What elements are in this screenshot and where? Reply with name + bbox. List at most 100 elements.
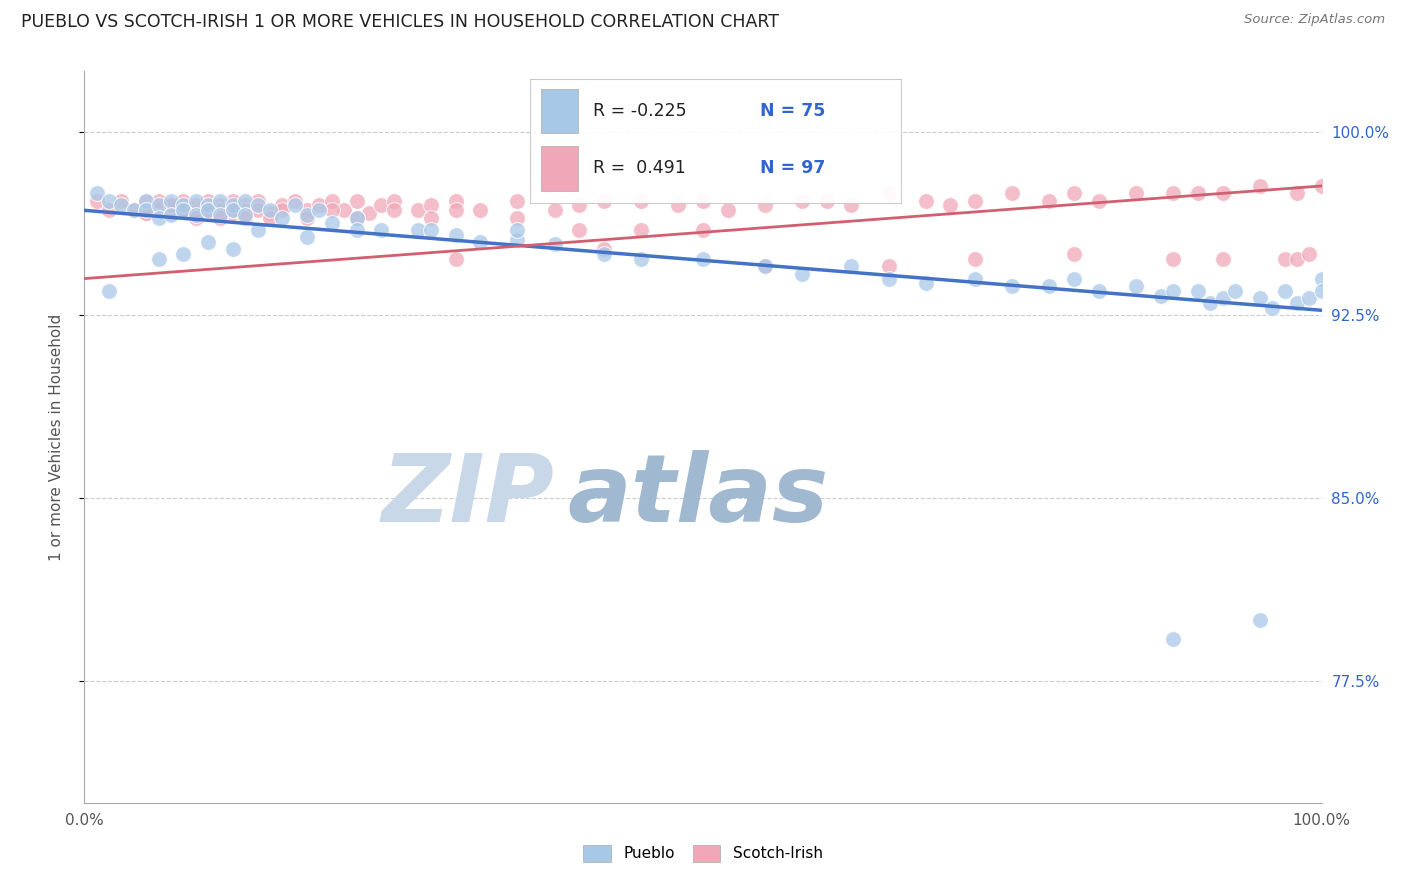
- Point: [939, 198, 962, 212]
- Point: [1088, 194, 1111, 208]
- Point: [543, 203, 565, 218]
- Point: [222, 198, 245, 212]
- Point: [444, 227, 467, 242]
- Y-axis label: 1 or more Vehicles in Household: 1 or more Vehicles in Household: [49, 313, 63, 561]
- Point: [754, 198, 776, 212]
- Point: [197, 206, 219, 220]
- Point: [1310, 284, 1333, 298]
- Point: [160, 198, 183, 212]
- Point: [295, 208, 318, 222]
- Point: [1187, 284, 1209, 298]
- Point: [172, 247, 194, 261]
- Point: [593, 194, 616, 208]
- Point: [877, 186, 900, 201]
- Point: [965, 252, 987, 266]
- Point: [246, 223, 269, 237]
- Point: [259, 206, 281, 220]
- Point: [160, 208, 183, 222]
- Point: [754, 260, 776, 274]
- Point: [1310, 271, 1333, 285]
- Point: [172, 203, 194, 218]
- Point: [914, 194, 936, 208]
- Text: atlas: atlas: [567, 450, 828, 541]
- Point: [1161, 186, 1184, 201]
- Point: [1001, 186, 1024, 201]
- Point: [233, 203, 256, 218]
- Point: [321, 194, 343, 208]
- Point: [568, 198, 591, 212]
- Point: [1038, 279, 1060, 293]
- Point: [1187, 186, 1209, 201]
- Point: [222, 243, 245, 257]
- Point: [692, 223, 714, 237]
- Point: [222, 203, 245, 218]
- Point: [506, 194, 529, 208]
- Point: [790, 267, 813, 281]
- Point: [148, 203, 170, 218]
- Point: [506, 233, 529, 247]
- Point: [135, 206, 157, 220]
- Point: [790, 194, 813, 208]
- Point: [98, 284, 121, 298]
- Point: [370, 198, 392, 212]
- Point: [444, 203, 467, 218]
- Point: [408, 203, 430, 218]
- Point: [692, 194, 714, 208]
- Point: [357, 206, 380, 220]
- Point: [914, 277, 936, 291]
- Point: [470, 235, 492, 249]
- Point: [1223, 284, 1246, 298]
- Point: [1285, 186, 1308, 201]
- Point: [1125, 186, 1147, 201]
- Point: [110, 194, 132, 208]
- Point: [284, 194, 307, 208]
- Point: [1161, 252, 1184, 266]
- Point: [1274, 284, 1296, 298]
- Point: [148, 252, 170, 266]
- Point: [295, 211, 318, 225]
- Point: [1285, 252, 1308, 266]
- Point: [1150, 288, 1173, 302]
- Point: [1001, 279, 1024, 293]
- Point: [209, 194, 232, 208]
- Point: [1088, 284, 1111, 298]
- Point: [209, 211, 232, 225]
- Point: [172, 203, 194, 218]
- Point: [122, 203, 145, 218]
- Point: [135, 206, 157, 220]
- Point: [197, 203, 219, 218]
- Point: [444, 252, 467, 266]
- Point: [419, 198, 441, 212]
- Point: [197, 198, 219, 212]
- Point: [1285, 296, 1308, 310]
- Point: [197, 203, 219, 218]
- Point: [135, 203, 157, 218]
- Point: [86, 194, 108, 208]
- Point: [271, 203, 294, 218]
- Point: [1249, 178, 1271, 193]
- Point: [877, 271, 900, 285]
- Point: [233, 194, 256, 208]
- Point: [1161, 284, 1184, 298]
- Point: [209, 208, 232, 222]
- Point: [209, 203, 232, 218]
- Point: [543, 237, 565, 252]
- Point: [666, 198, 689, 212]
- Text: ZIP: ZIP: [381, 450, 554, 541]
- Point: [172, 198, 194, 212]
- Point: [233, 211, 256, 225]
- Point: [246, 194, 269, 208]
- Point: [419, 223, 441, 237]
- Point: [321, 203, 343, 218]
- Point: [197, 194, 219, 208]
- Point: [135, 194, 157, 208]
- Point: [1212, 252, 1234, 266]
- Point: [295, 203, 318, 218]
- Point: [184, 211, 207, 225]
- Point: [444, 194, 467, 208]
- Point: [370, 223, 392, 237]
- Point: [1298, 291, 1320, 305]
- Point: [382, 194, 405, 208]
- Point: [1310, 178, 1333, 193]
- Point: [172, 203, 194, 218]
